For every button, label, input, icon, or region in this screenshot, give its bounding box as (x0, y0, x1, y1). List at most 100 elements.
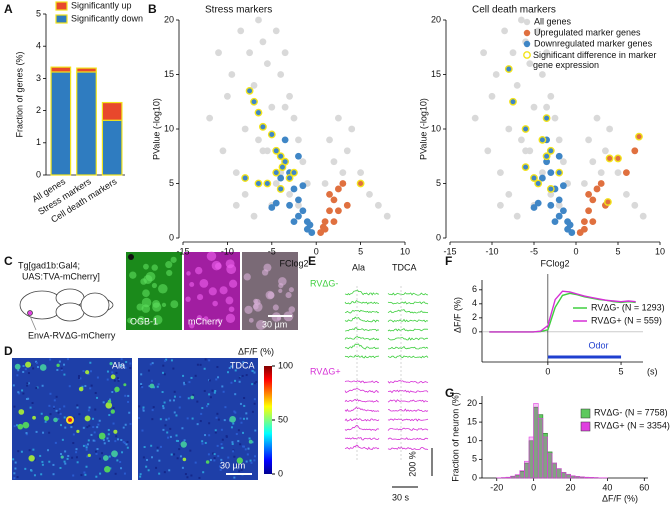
panel-label: C (4, 254, 13, 268)
y-tick-label: 10 (467, 435, 477, 445)
speckle (107, 379, 109, 381)
speckle (143, 406, 145, 408)
speckle (218, 419, 220, 421)
point (326, 137, 333, 144)
y-axis-label: PValue (-log10) (151, 98, 161, 160)
speckle (216, 413, 218, 415)
speckle (32, 367, 34, 369)
odor-label: TDCA (392, 262, 417, 272)
point (585, 191, 592, 198)
x-tick-label: 0 (545, 366, 550, 376)
point (581, 180, 588, 187)
speckle (247, 448, 249, 450)
speckle (179, 407, 181, 409)
speckle (253, 459, 255, 461)
speckle (86, 449, 88, 451)
speckle (204, 368, 206, 370)
speckle (188, 381, 190, 383)
cell (128, 254, 134, 260)
speckle (208, 359, 210, 361)
speckle (157, 450, 159, 452)
cell (111, 409, 115, 413)
speckle (13, 406, 15, 408)
speckle (125, 361, 127, 363)
speckle (121, 451, 123, 453)
speckle (107, 437, 109, 439)
speckle (90, 434, 92, 436)
x-tick-label: 5 (615, 246, 620, 256)
speckle (113, 423, 115, 425)
cell (111, 450, 118, 457)
highlight-point (510, 99, 516, 105)
speckle (36, 431, 38, 433)
speckle (52, 464, 54, 466)
speckle (232, 443, 234, 445)
speckle (226, 435, 228, 437)
speckle (127, 401, 129, 403)
point (299, 207, 306, 214)
point (560, 158, 567, 165)
speckle (30, 407, 32, 409)
cell (278, 289, 282, 293)
point (497, 169, 504, 176)
speckle (47, 449, 49, 451)
colorbar-tick-label: 50 (278, 414, 288, 424)
speckle (78, 377, 80, 379)
speckle (141, 386, 143, 388)
speckle (120, 439, 122, 441)
cell (17, 424, 23, 430)
point (556, 196, 563, 203)
point (510, 49, 517, 56)
x-tick-label: 60 (639, 482, 649, 492)
speckle (245, 412, 247, 414)
y-tick-label: 6 (472, 284, 477, 294)
hist-bar (561, 472, 566, 478)
speckle (26, 385, 28, 387)
cell (165, 261, 172, 268)
speckle (144, 446, 146, 448)
speckle (145, 466, 147, 468)
speckle (239, 443, 241, 445)
speckle (254, 398, 256, 400)
speckle (89, 407, 91, 409)
speckle (141, 430, 143, 432)
y-tick-label: 0 (36, 169, 41, 179)
legend-marker (524, 19, 530, 25)
cell (229, 280, 237, 288)
trace (388, 447, 428, 450)
point (268, 204, 275, 211)
cell (32, 416, 36, 420)
point (233, 169, 240, 176)
speckle (143, 456, 145, 458)
speckle (17, 391, 19, 393)
speckle (208, 434, 210, 436)
cell (18, 409, 24, 415)
speckle (34, 474, 36, 476)
hist-bar (589, 477, 594, 478)
legend-label: Upregulated marker genes (534, 27, 641, 37)
cell (170, 300, 178, 308)
speckle (204, 390, 206, 392)
cell (56, 364, 59, 367)
cell (226, 264, 236, 274)
speckle (153, 406, 155, 408)
x-tick-label: 5 (619, 366, 624, 376)
point (631, 147, 638, 154)
speckle (95, 451, 97, 453)
hist-bar (534, 403, 539, 478)
legend-marker (524, 30, 530, 36)
highlight-point (242, 175, 248, 181)
brain-schematic (20, 289, 113, 330)
hist-bar (552, 463, 557, 478)
y-tick-label: 4 (36, 41, 41, 51)
cell (278, 277, 287, 286)
group-label: RVΔG+ (310, 366, 341, 376)
cell (85, 370, 89, 374)
point (331, 158, 338, 165)
cell (143, 264, 149, 270)
legend-swatch (56, 15, 67, 23)
speckle (254, 372, 256, 374)
legend-label: Significantly down (71, 13, 143, 23)
speckle (89, 362, 91, 364)
cell (85, 415, 91, 421)
